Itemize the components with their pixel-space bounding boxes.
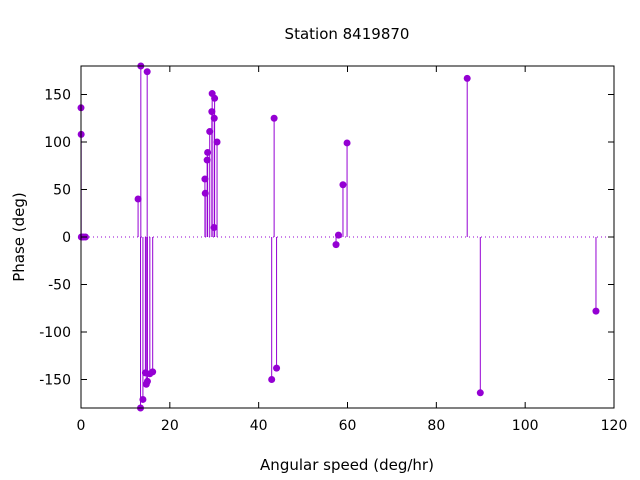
axis-ticks xyxy=(80,66,615,408)
y-tick-label: 0 xyxy=(62,230,71,246)
data-point xyxy=(201,189,209,197)
data-point xyxy=(143,68,151,76)
data-point xyxy=(201,175,209,183)
y-tick-labels: -150 -100 -50 0 50 100 150 xyxy=(39,88,71,389)
data-point xyxy=(149,368,157,376)
x-tick-label: 60 xyxy=(339,418,357,434)
x-axis-title: Angular speed (deg/hr) xyxy=(260,456,434,474)
data-point xyxy=(210,224,218,231)
x-tick-labels: 0 20 40 60 80 100 120 xyxy=(77,418,628,434)
data-point xyxy=(143,377,151,385)
data-point xyxy=(213,138,221,146)
data-point xyxy=(343,139,351,147)
y-tick-label: 100 xyxy=(44,135,71,151)
data-point xyxy=(592,307,600,315)
y-tick-label: -50 xyxy=(48,278,71,294)
data-point xyxy=(332,241,340,249)
x-tick-label: 20 xyxy=(161,418,179,434)
y-tick-label: 50 xyxy=(53,183,71,199)
data-point xyxy=(208,108,216,116)
y-axis-title: Phase (deg) xyxy=(10,192,28,282)
data-point xyxy=(268,376,276,383)
x-tick-label: 40 xyxy=(250,418,268,434)
x-tick-label: 120 xyxy=(601,418,628,434)
stems xyxy=(80,66,597,408)
data-point xyxy=(334,231,342,239)
data-point xyxy=(339,181,347,189)
data-point xyxy=(273,364,281,372)
data-point xyxy=(211,94,219,102)
data-point xyxy=(270,114,278,122)
chart-title: Station 8419870 xyxy=(285,25,410,43)
y-tick-label: -100 xyxy=(39,325,71,341)
data-point xyxy=(210,114,218,122)
data-point xyxy=(139,395,147,403)
y-tick-label: -150 xyxy=(39,373,71,389)
x-tick-label: 80 xyxy=(427,418,445,434)
x-tick-label: 0 xyxy=(77,418,86,434)
x-tick-label: 100 xyxy=(512,418,539,434)
data-point xyxy=(476,389,484,397)
data-point xyxy=(463,74,471,82)
y-tick-label: 150 xyxy=(44,88,71,104)
data-point xyxy=(203,156,211,164)
data-point xyxy=(134,195,142,203)
data-point xyxy=(204,148,212,156)
data-point xyxy=(206,128,214,136)
